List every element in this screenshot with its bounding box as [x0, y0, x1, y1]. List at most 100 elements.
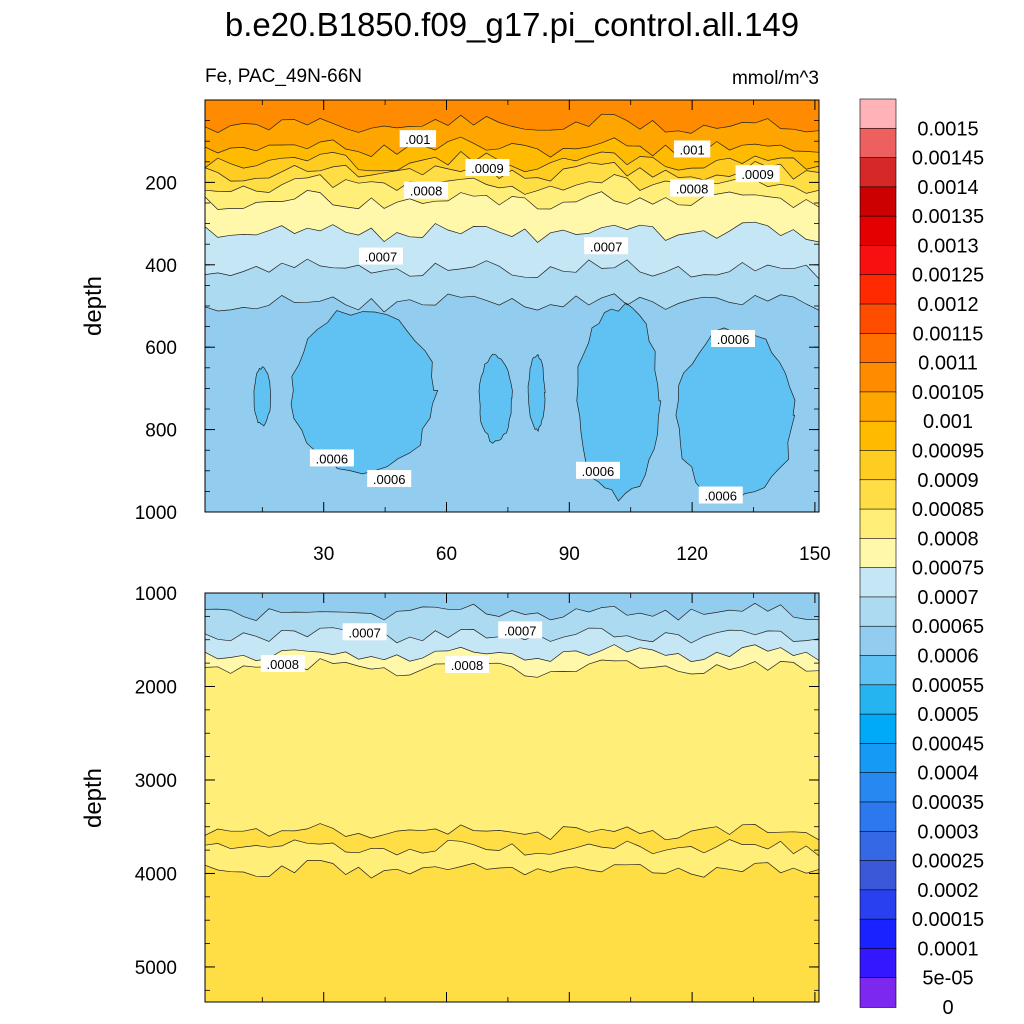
upper-contour-label-text: .0009: [471, 161, 504, 176]
colorbar-swatch: [859, 801, 897, 833]
lower-y-tick-label: 1000: [135, 584, 177, 605]
colorbar-swatch: [859, 157, 897, 188]
lower-contour-line: [205, 823, 819, 841]
colorbar-label: 0.00085: [912, 499, 984, 521]
upper-contour-label-text: .0006: [704, 489, 737, 504]
upper-contour-label-bg: [359, 247, 404, 265]
lower-panel: .0007 .0007 .0008 .0008 1000 2000 3000 4000 500…: [80, 584, 820, 1003]
colorbar-label: 0.0013: [917, 236, 978, 258]
upper-contour-labels: .001 .001 .0009 .0009 .0008 .0008 .0007 .0007 .0…: [309, 130, 780, 504]
colorbar-label: 0.00135: [912, 206, 984, 228]
lower-y-tick-label: 4000: [135, 864, 177, 885]
lower-contour-label: .0008: [444, 655, 489, 673]
colorbar-swatch: [859, 830, 897, 862]
lower-y-axis-label: depth: [80, 768, 107, 828]
upper-contour-label-bg: [698, 486, 743, 504]
colorbar-swatch: [859, 567, 897, 598]
colorbar-label: 0.0014: [917, 177, 978, 199]
upper-contour-fill: [205, 100, 819, 512]
upper-contour-region: [527, 353, 546, 432]
colorbar-swatch: [859, 186, 897, 217]
colorbar-swatch: [859, 948, 897, 979]
lower-contour-label-bg: [498, 621, 543, 639]
lower-contour-fill: [205, 593, 819, 1002]
upper-contour-label-bg: [309, 449, 354, 467]
upper-y-axis-label: depth: [80, 276, 107, 336]
lower-contour-label: .0007: [342, 623, 387, 641]
colorbar-label: 0.00105: [912, 382, 984, 404]
lower-contour-label-bg: [342, 623, 387, 641]
colorbar-label: 0.001: [923, 411, 973, 433]
colorbar-swatch: [859, 215, 897, 247]
lower-contour-line: [205, 860, 819, 879]
colorbar-label: 0.00115: [913, 323, 984, 345]
lower-y-tick-label: 5000: [135, 958, 177, 979]
upper-contour-label: .0009: [465, 158, 510, 176]
upper-x-tick-label: 60: [436, 544, 457, 565]
upper-x-tick-label: 90: [559, 544, 580, 565]
colorbar-label: 0.0012: [917, 294, 978, 316]
upper-contour-label-bg: [584, 237, 629, 255]
lower-y-tick-label: 3000: [135, 771, 177, 792]
upper-contour-line: [205, 221, 819, 243]
upper-contour-label-bg: [711, 329, 756, 347]
colorbar-swatch: [859, 127, 897, 159]
colorbar-swatch: [859, 655, 897, 686]
colorbar-swatch: [859, 508, 897, 540]
colorbar-label: 0.0009: [917, 470, 978, 492]
colorbar-swatch: [859, 479, 897, 510]
colorbar-label: 0.0007: [917, 587, 978, 609]
upper-contour-label-bg: [670, 179, 715, 197]
upper-contour-label-bg: [735, 165, 780, 183]
colorbar-swatch: [859, 889, 897, 920]
upper-contour-label: .001: [399, 130, 437, 148]
upper-contour-label-text: .0007: [365, 250, 398, 265]
colorbar-swatch: [859, 274, 897, 305]
upper-contour-label-text: .001: [405, 132, 430, 147]
colorbar-swatch: [859, 713, 897, 745]
colorbar-label: 0.0004: [917, 763, 978, 785]
colorbar-label: 0.00095: [912, 441, 984, 463]
upper-contour-region: [478, 353, 513, 444]
colorbar-swatch: [859, 596, 897, 628]
upper-contour-label-bg: [399, 130, 437, 148]
lower-contour-line: [205, 658, 819, 678]
upper-contour-region: [576, 302, 662, 502]
colorbar-swatch: [859, 860, 897, 891]
colorbar-swatch: [859, 420, 897, 452]
lower-contour-label-text: .0007: [348, 625, 381, 640]
colorbar-label: 0.00145: [912, 148, 984, 170]
colorbar: 0.0015 0.00145 0.0014 0.00135 0.0013 0.00125 0…: [859, 98, 984, 1019]
colorbar-label: 0.00035: [912, 792, 984, 814]
colorbar-swatch: [859, 977, 897, 1008]
colorbar-swatch: [859, 303, 897, 335]
colorbar-label: 0.00025: [912, 851, 984, 873]
lower-contour-label-text: .0007: [504, 623, 537, 638]
upper-contour-label: .0006: [698, 486, 743, 504]
colorbar-swatch: [859, 333, 897, 364]
upper-contour-line: [205, 190, 819, 210]
upper-contour-label-bg: [465, 158, 510, 176]
upper-y-tick-label: 800: [145, 421, 177, 442]
colorbar-label: 0.0005: [917, 704, 978, 726]
upper-contour-line: [205, 136, 819, 158]
colorbar-label: 0.00125: [912, 265, 984, 287]
upper-contour-line: [205, 113, 819, 134]
units-label: mmol/m^3: [732, 68, 819, 89]
upper-x-tick-label: 150: [799, 544, 831, 565]
colorbar-label: 0.0003: [917, 821, 978, 843]
upper-contour-label-text: .001: [679, 142, 704, 157]
upper-contour-label: .0006: [367, 470, 412, 488]
upper-contour-line: [205, 258, 819, 280]
lower-contour-line: [205, 644, 819, 662]
upper-contour-label: .001: [673, 140, 711, 158]
colorbar-swatch: [859, 684, 897, 715]
colorbar-label: 0.00065: [912, 616, 984, 638]
colorbar-label: 0.00055: [912, 675, 984, 697]
upper-contour-label-bg: [404, 181, 449, 199]
lower-contour-band: [205, 860, 819, 1002]
colorbar-swatch: [859, 918, 897, 950]
upper-contour-label-text: .0008: [676, 182, 709, 197]
lower-contour-label-bg: [260, 655, 305, 673]
